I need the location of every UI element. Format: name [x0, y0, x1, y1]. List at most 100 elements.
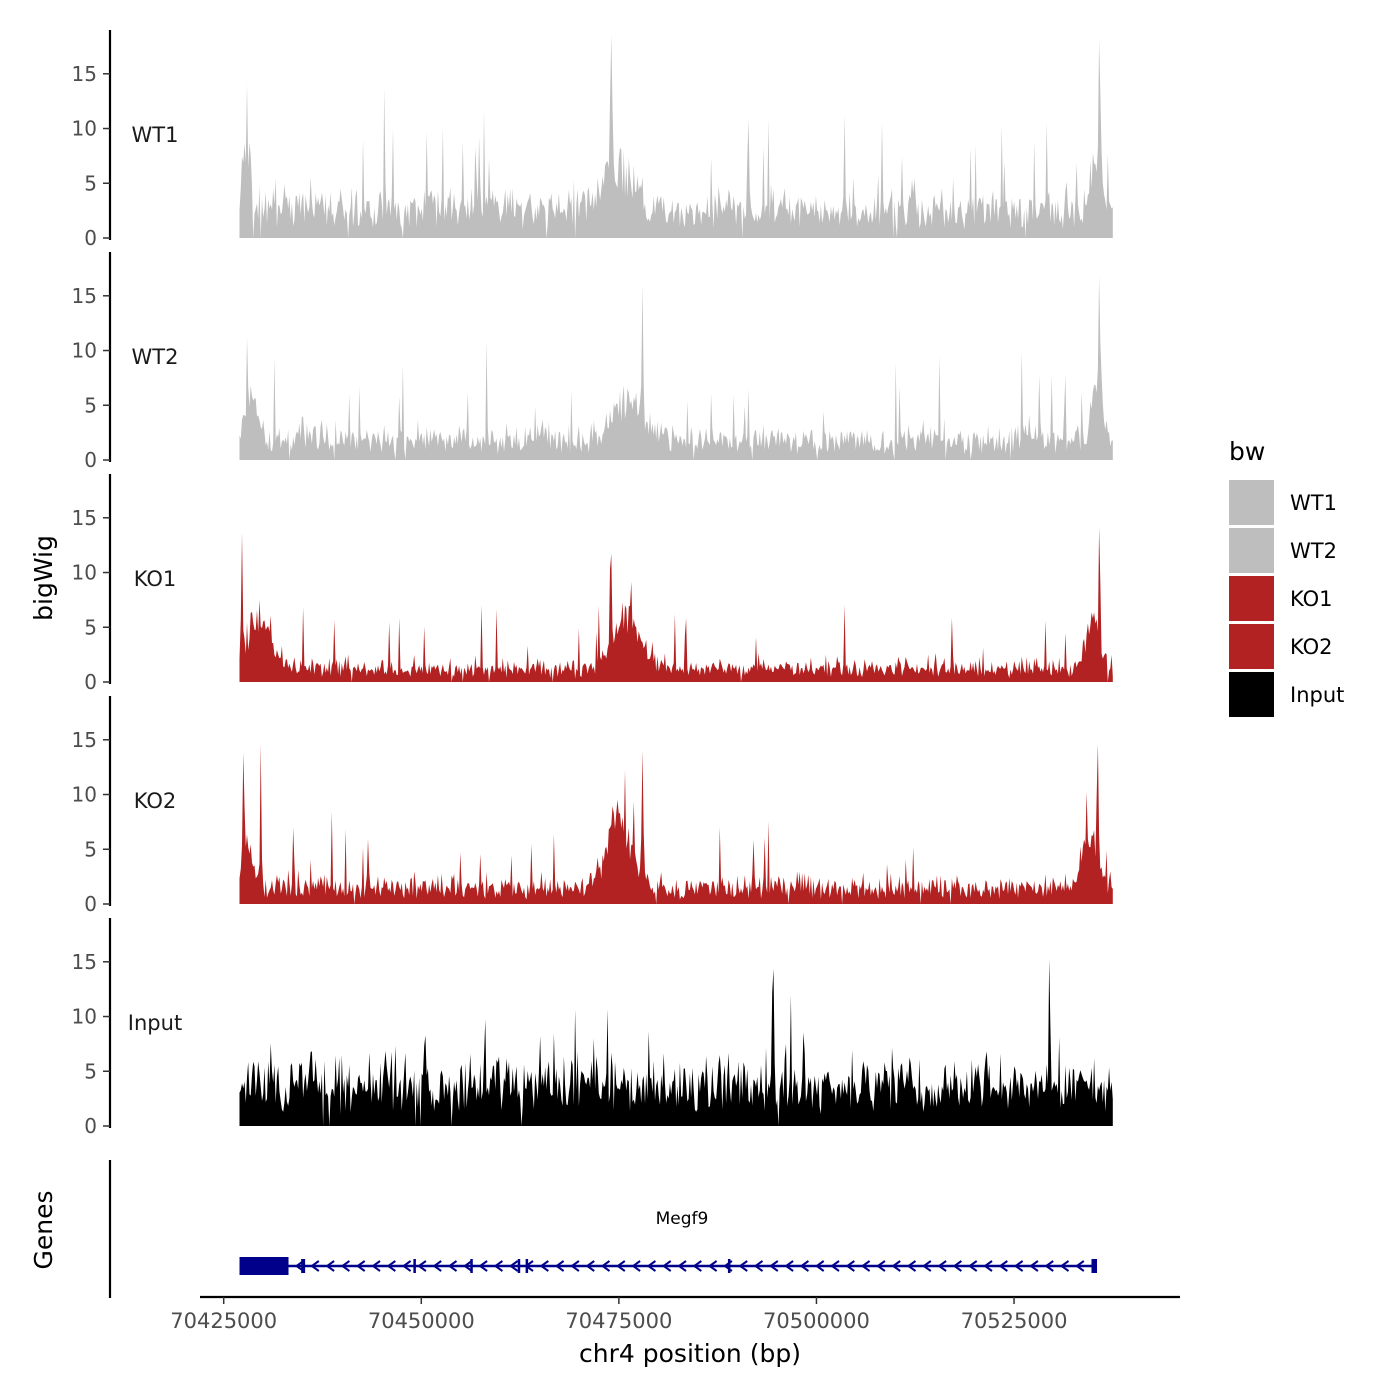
strand-arrow: [554, 1260, 565, 1272]
gene-exon: [727, 1259, 731, 1273]
strand-arrow: [355, 1260, 366, 1272]
strand-arrow: [646, 1260, 656, 1272]
legend-key-wt2: [1229, 528, 1274, 573]
strand-arrow: [753, 1260, 764, 1272]
panel-wt2: 0 5 10 15 WT2: [72, 252, 1113, 472]
strand-arrow: [784, 1260, 794, 1272]
gene-exon: [525, 1259, 529, 1273]
strand-arrow: [922, 1260, 932, 1272]
gene-track-panel: Megf9: [108, 1160, 1098, 1298]
y-tick-label: 0: [84, 670, 97, 694]
strand-arrow: [539, 1260, 549, 1272]
strand-arrow: [447, 1260, 458, 1272]
strand-arrow: [1075, 1260, 1085, 1272]
gene-exon: [470, 1259, 473, 1273]
genes-axis-title: Genes: [29, 1190, 58, 1269]
strand-arrow: [661, 1260, 672, 1272]
strand-arrow: [692, 1260, 702, 1272]
signal-area-ko2: [239, 743, 1113, 904]
legend-key-input: [1229, 672, 1274, 717]
strand-arrow: [585, 1260, 595, 1272]
signal-area-input: [239, 958, 1113, 1126]
gene-exon: [239, 1257, 289, 1275]
x-tick-label: 70450000: [368, 1309, 475, 1333]
strand-arrow: [401, 1260, 412, 1272]
strand-arrow: [738, 1260, 748, 1272]
signal-area-wt2: [239, 276, 1113, 460]
gene-exon: [413, 1259, 416, 1273]
y-tick-label: 10: [72, 1005, 97, 1029]
strand-arrow: [1013, 1260, 1024, 1272]
x-tick-label: 70475000: [565, 1309, 672, 1333]
panel-label: WT1: [132, 123, 179, 147]
y-tick-label: 10: [72, 783, 97, 807]
strand-arrow: [937, 1260, 947, 1272]
y-tick-label: 5: [84, 171, 97, 195]
legend-label-ko2: KO2: [1290, 635, 1333, 659]
legend-key-ko1: [1229, 576, 1274, 621]
strand-arrow: [600, 1260, 611, 1272]
legend-title: bw: [1229, 437, 1265, 466]
strand-arrow: [906, 1260, 917, 1272]
y-tick-label: 10: [72, 339, 97, 363]
strand-arrow: [799, 1260, 809, 1272]
y-tick-label: 5: [84, 393, 97, 417]
gene-exon: [1091, 1259, 1098, 1273]
strand-arrow: [1029, 1260, 1039, 1272]
strand-arrow: [983, 1260, 993, 1272]
signal-panels: 0 5 10 15 WT1 0 5 10 15 WT2 0 5 10 15 KO1 0 5 10 15 KO2 0 5 10…: [72, 30, 1113, 1138]
strand-arrow: [508, 1260, 519, 1272]
panel-input: 0 5 10 15 Input: [72, 918, 1113, 1138]
legend-label-wt2: WT2: [1290, 539, 1337, 563]
strand-arrow: [845, 1260, 855, 1272]
strand-arrow: [998, 1260, 1008, 1272]
panel-label: Input: [128, 1011, 182, 1035]
strand-arrow: [1044, 1260, 1054, 1272]
strand-arrow: [493, 1260, 503, 1272]
strand-arrow: [340, 1260, 350, 1272]
legend-label-ko1: KO1: [1290, 587, 1333, 611]
y-axis-title: bigWig: [29, 535, 58, 621]
strand-arrow: [876, 1260, 886, 1272]
y-tick-label: 0: [84, 1114, 97, 1138]
strand-arrow: [417, 1260, 427, 1272]
strand-arrow: [830, 1260, 840, 1272]
signal-area-wt1: [239, 34, 1113, 239]
strand-arrow: [570, 1260, 580, 1272]
y-tick-label: 10: [72, 117, 97, 141]
strand-arrow: [325, 1260, 335, 1272]
x-tick-label: 70500000: [763, 1309, 870, 1333]
signal-area-ko1: [239, 527, 1113, 682]
strand-arrow: [386, 1260, 396, 1272]
strand-arrow: [432, 1260, 442, 1272]
y-tick-label: 15: [72, 728, 97, 752]
strand-arrow: [616, 1260, 626, 1272]
strand-arrow: [371, 1260, 381, 1272]
x-tick-label: 70525000: [961, 1309, 1068, 1333]
y-tick-label: 10: [72, 561, 97, 585]
strand-arrow: [1059, 1260, 1070, 1272]
gene-exon: [517, 1259, 521, 1273]
strand-arrow: [631, 1260, 641, 1272]
strand-arrow: [677, 1260, 687, 1272]
y-tick-label: 0: [84, 448, 97, 472]
panel-ko1: 0 5 10 15 KO1: [72, 474, 1113, 694]
strand-arrow: [967, 1260, 978, 1272]
strand-arrow: [891, 1260, 901, 1272]
panel-wt1: 0 5 10 15 WT1: [72, 30, 1113, 250]
strand-arrow: [463, 1260, 473, 1272]
panel-label: KO2: [134, 789, 177, 813]
gene-name-label: Megf9: [656, 1209, 709, 1229]
y-tick-label: 15: [72, 284, 97, 308]
strand-arrow: [814, 1260, 825, 1272]
strand-arrow: [952, 1260, 962, 1272]
x-axis-title: chr4 position (bp): [579, 1339, 801, 1368]
legend-label-input: Input: [1290, 683, 1344, 707]
y-tick-label: 0: [84, 892, 97, 916]
y-tick-label: 0: [84, 226, 97, 250]
x-axis: 70425000 70450000 70475000 70500000 70525000: [170, 1295, 1180, 1333]
x-tick-label: 70425000: [170, 1309, 277, 1333]
y-tick-label: 15: [72, 62, 97, 86]
gene-exon: [301, 1259, 306, 1273]
